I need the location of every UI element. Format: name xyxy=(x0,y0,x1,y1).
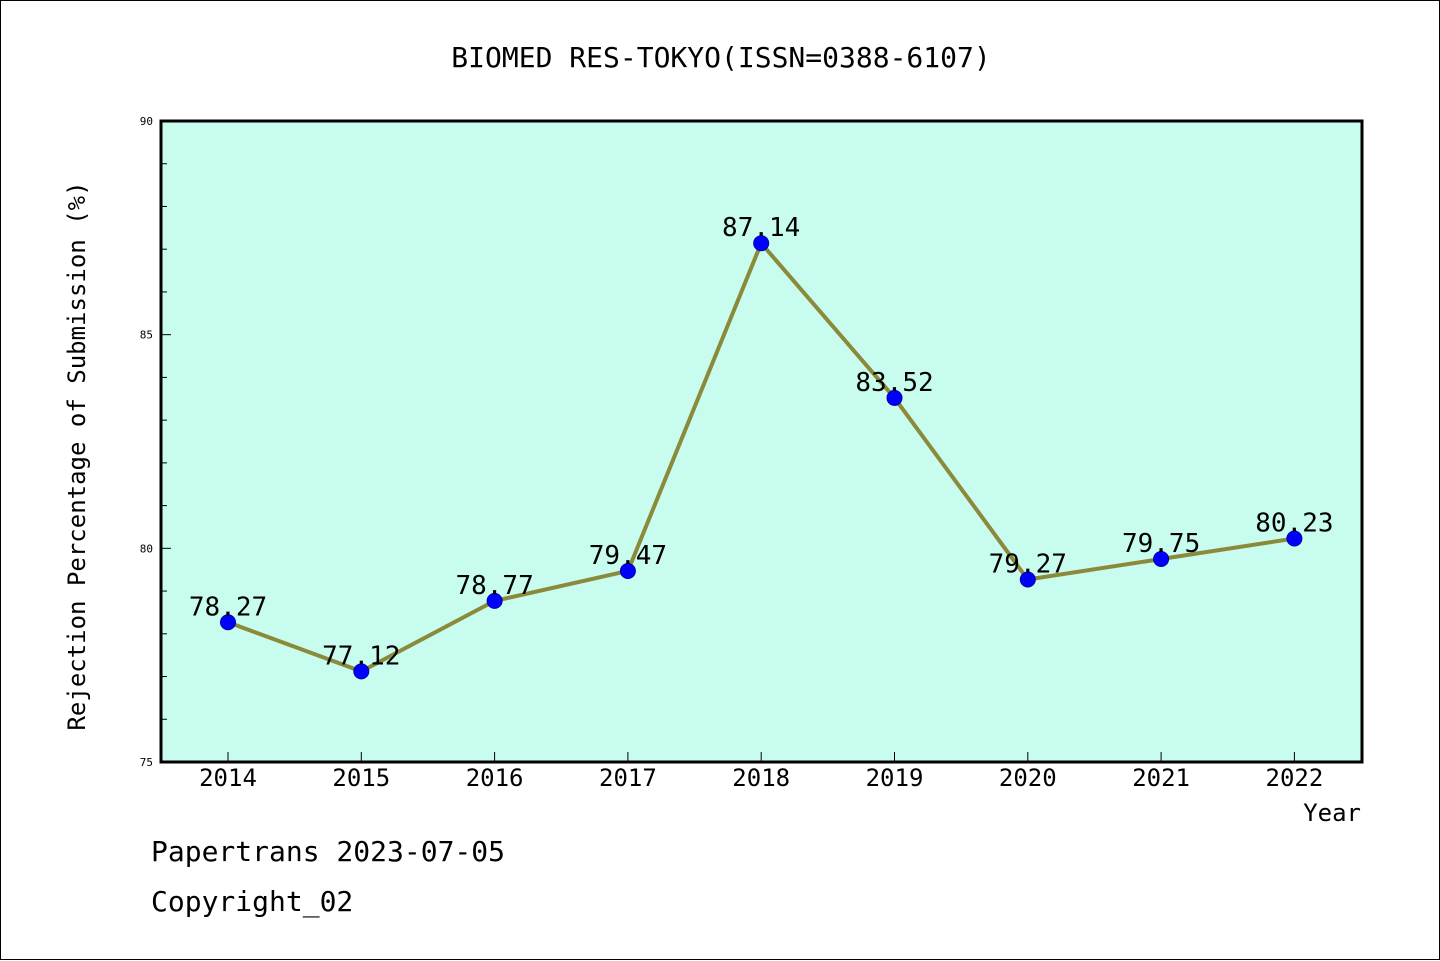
footer-copyright: Copyright_02 xyxy=(151,885,354,918)
data-label: 79.75 xyxy=(1122,529,1200,559)
data-label: 87.14 xyxy=(722,213,800,243)
data-point xyxy=(1286,530,1303,547)
data-point xyxy=(486,592,503,609)
data-label: 79.47 xyxy=(589,541,667,571)
x-tick-label: 2015 xyxy=(332,764,390,792)
x-tick-label: 2014 xyxy=(199,764,257,792)
data-point xyxy=(886,389,903,406)
data-label: 79.27 xyxy=(989,550,1067,580)
x-tick-label: 2021 xyxy=(1132,764,1190,792)
x-tick-label: 2016 xyxy=(466,764,524,792)
y-tick-label: 90 xyxy=(140,115,153,128)
plot-area xyxy=(159,119,1364,764)
y-tick-label: 85 xyxy=(140,329,153,342)
data-label: 80.23 xyxy=(1255,509,1333,539)
y-axis-label: Rejection Percentage of Submission (%) xyxy=(63,181,91,730)
data-label: 77.12 xyxy=(322,641,400,671)
data-point xyxy=(1019,571,1036,588)
series-layer: 78.27 77.12 78.77 79.47 87.14 83.52 79.27 79.75… xyxy=(189,213,1334,680)
x-tick-label: 2020 xyxy=(999,764,1057,792)
x-axis-ticks: 2014 2015 2016 2017 2018 2019 2020 2021 2022 xyxy=(199,752,1323,792)
y-axis-ticks: 75 80 85 90 xyxy=(140,115,171,769)
data-label: 78.27 xyxy=(189,592,267,622)
x-tick-label: 2019 xyxy=(866,764,924,792)
y-tick-label: 80 xyxy=(140,542,153,555)
data-point xyxy=(353,663,370,680)
chart-title: BIOMED RES-TOKYO(ISSN=0388-6107) xyxy=(451,41,990,74)
data-point xyxy=(753,235,770,252)
y-tick-label: 75 xyxy=(140,756,153,769)
x-tick-label: 2018 xyxy=(732,764,790,792)
data-point xyxy=(1153,551,1170,568)
data-label: 78.77 xyxy=(455,571,533,601)
x-axis-label: Year xyxy=(1303,799,1361,827)
data-point xyxy=(619,562,636,579)
data-label: 83.52 xyxy=(855,368,933,398)
data-point xyxy=(220,614,236,631)
footer-date: Papertrans 2023-07-05 xyxy=(151,835,506,868)
x-tick-label: 2017 xyxy=(599,764,657,792)
x-tick-label: 2022 xyxy=(1266,764,1324,792)
